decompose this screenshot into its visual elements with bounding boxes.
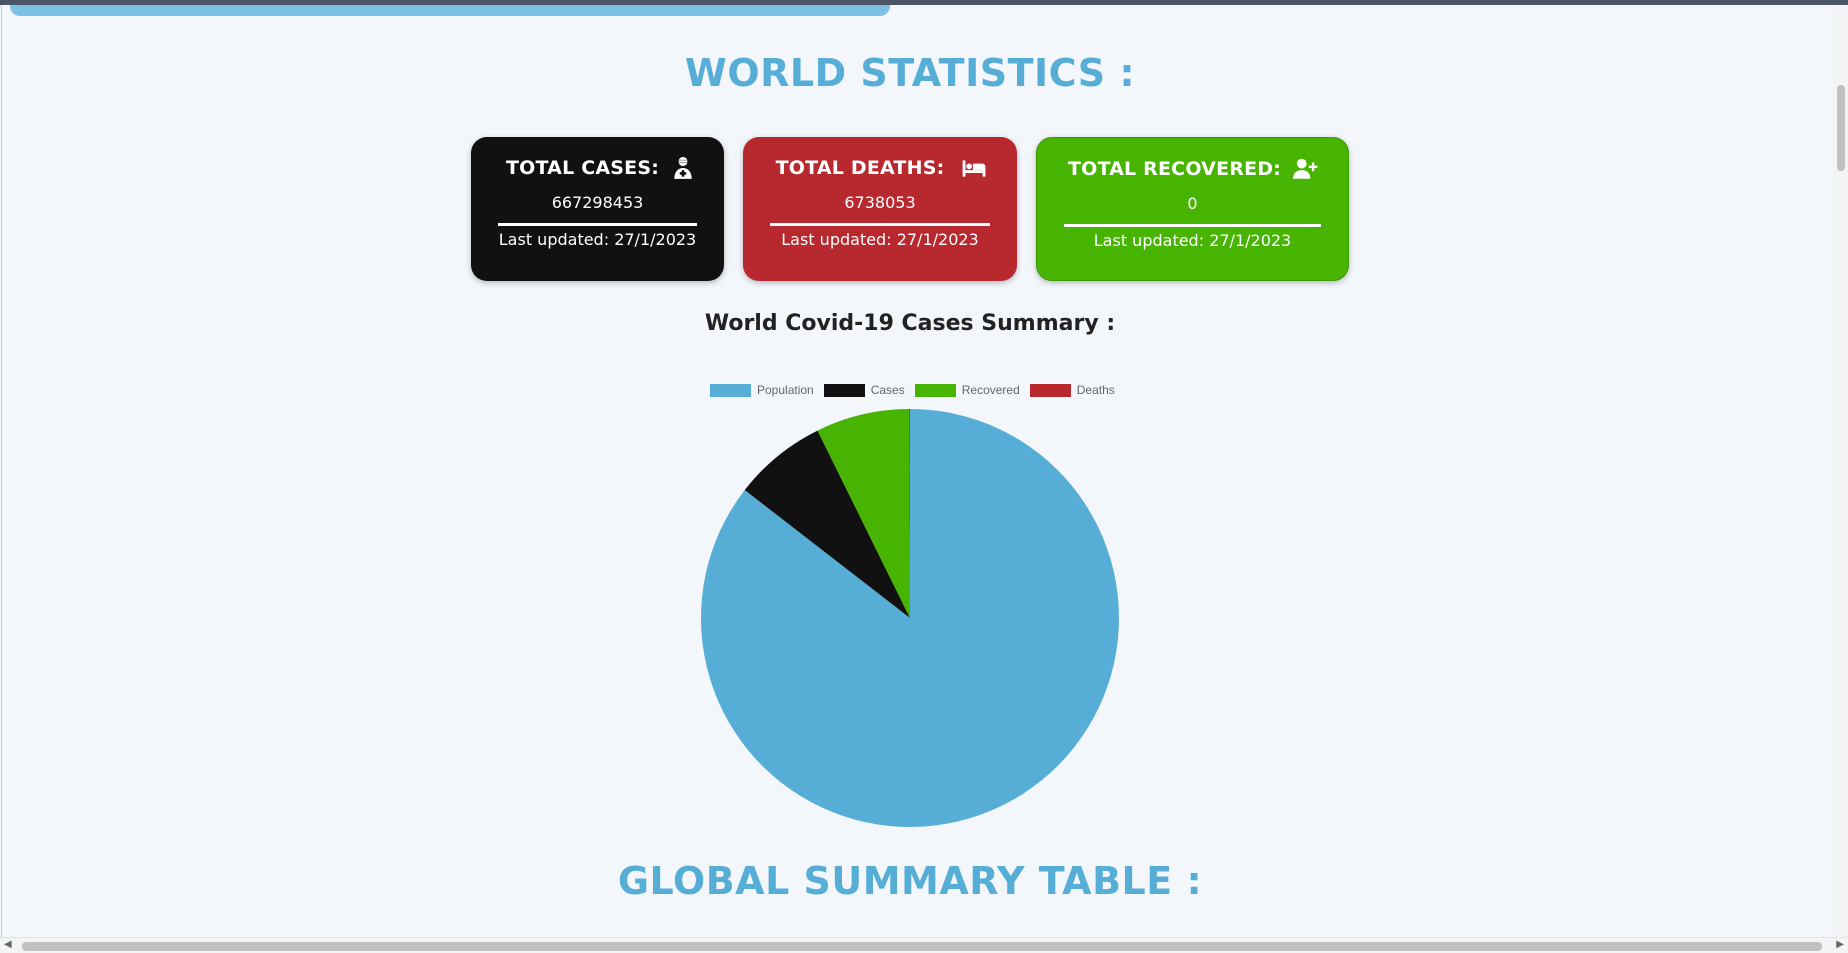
patient-icon xyxy=(674,156,692,179)
total-recovered-value: 0 xyxy=(1187,194,1198,213)
global-summary-table-title: GLOBAL SUMMARY TABLE : xyxy=(617,859,1203,903)
legend-swatch xyxy=(710,383,751,397)
total-deaths-value: 6738053 xyxy=(844,193,916,212)
legend-item-recovered[interactable]: Recovered xyxy=(914,383,1020,397)
vertical-scrollbar[interactable] xyxy=(1834,5,1848,937)
previous-section-bar xyxy=(10,5,890,16)
total-cases-title: TOTAL CASES: xyxy=(505,157,660,179)
card-header: TOTAL RECOVERED: xyxy=(1037,154,1348,184)
card-header: TOTAL CASES: xyxy=(471,153,724,183)
horizontal-scrollbar-thumb[interactable] xyxy=(22,942,1822,951)
total-cases-updated: Last updated: 27/1/2023 xyxy=(498,230,697,249)
total-deaths-updated: Last updated: 27/1/2023 xyxy=(781,230,979,249)
horizontal-scrollbar[interactable]: ◀ ▶ xyxy=(0,937,1848,953)
user-plus-icon xyxy=(1293,158,1318,179)
legend-label: Population xyxy=(757,383,814,397)
chart-legend: Population Cases Recovered Deaths xyxy=(710,383,1125,397)
legend-label: Recovered xyxy=(961,383,1020,397)
total-cases-value: 667298453 xyxy=(551,193,644,212)
total-recovered-card: TOTAL RECOVERED: 0 Last updated: 27/1/20… xyxy=(1036,137,1349,281)
card-header: TOTAL DEATHS: xyxy=(743,153,1017,183)
total-recovered-updated: Last updated: 27/1/2023 xyxy=(1093,231,1292,250)
legend-item-deaths[interactable]: Deaths xyxy=(1029,383,1115,397)
pie-slice-cases[interactable] xyxy=(744,430,910,618)
legend-item-population[interactable]: Population xyxy=(710,383,814,397)
legend-swatch xyxy=(914,383,956,397)
total-deaths-card: TOTAL DEATHS: 6738053 Last updated: 27/1… xyxy=(743,137,1017,281)
legend-label: Cases xyxy=(870,383,905,397)
pie-slice-recovered[interactable] xyxy=(817,409,910,618)
total-cases-card: TOTAL CASES: 667298453 Last updated: 27/… xyxy=(471,137,724,281)
covid-summary-pie-chart xyxy=(701,409,1119,827)
scroll-left-arrow-icon[interactable]: ◀ xyxy=(4,939,12,950)
legend-label: Deaths xyxy=(1076,383,1115,397)
legend-item-cases[interactable]: Cases xyxy=(823,383,905,397)
scroll-right-arrow-icon[interactable]: ▶ xyxy=(1836,939,1844,950)
page-content: WORLD STATISTICS : TOTAL CASES: 66729845… xyxy=(1,5,1835,943)
total-recovered-title: TOTAL RECOVERED: xyxy=(1067,158,1282,180)
card-divider xyxy=(498,223,697,226)
browser-top-edge xyxy=(0,0,1848,5)
chart-title: World Covid-19 Cases Summary : xyxy=(704,311,1116,336)
total-deaths-title: TOTAL DEATHS: xyxy=(775,157,945,179)
legend-swatch xyxy=(823,383,865,397)
vertical-scrollbar-thumb[interactable] xyxy=(1837,85,1845,171)
legend-swatch xyxy=(1029,383,1071,397)
bed-icon xyxy=(962,160,986,177)
card-divider xyxy=(770,223,990,226)
world-statistics-title: WORLD STATISTICS : xyxy=(684,51,1136,95)
card-divider xyxy=(1064,224,1321,227)
